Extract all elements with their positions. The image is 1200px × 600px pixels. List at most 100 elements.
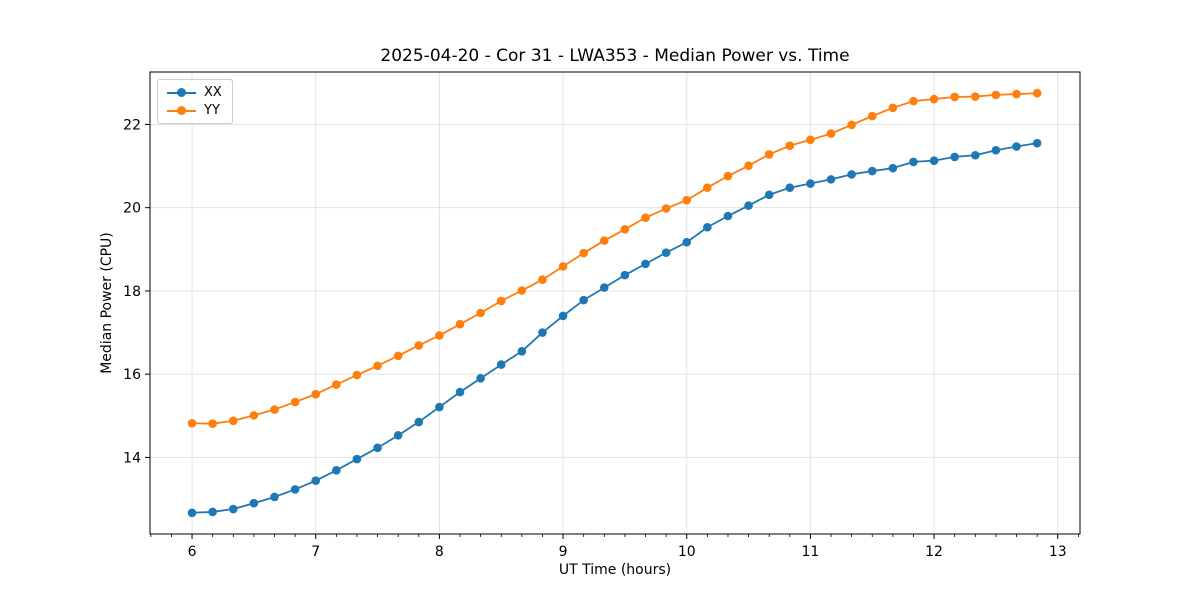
data-point: [579, 248, 588, 258]
data-point: [517, 286, 527, 295]
x-tick-label: 12: [925, 544, 943, 560]
data-point: [249, 411, 259, 420]
data-point: [187, 418, 197, 428]
gridlines: [150, 72, 1080, 534]
y-tick-label: 18: [123, 284, 141, 300]
data-point: [909, 157, 918, 167]
data-point: [496, 296, 506, 306]
data-point: [826, 175, 836, 184]
legend-marker-xx-icon: [167, 88, 196, 97]
data-point: [641, 213, 650, 222]
data-point: [393, 351, 403, 361]
data-point: [414, 417, 424, 427]
data-point: [723, 171, 733, 181]
data-point: [888, 163, 898, 173]
data-point: [682, 237, 692, 247]
x-tick-label: 8: [435, 544, 444, 560]
x-tick-label: 10: [678, 544, 696, 560]
legend-entry-xx: XX: [167, 86, 222, 99]
data-point: [867, 111, 877, 121]
x-axis-label: UT Time (hours): [558, 562, 672, 578]
x-tick-label: 11: [801, 544, 819, 560]
y-tick-label: 16: [123, 367, 141, 383]
y-tick-label: 22: [123, 117, 141, 133]
data-point: [950, 152, 959, 162]
data-point: [208, 507, 217, 517]
data-point: [867, 166, 877, 176]
data-point: [393, 431, 403, 440]
data-point: [744, 161, 753, 170]
data-point: [950, 92, 959, 102]
data-point: [228, 416, 238, 426]
data-point: [785, 141, 795, 150]
data-point: [435, 402, 444, 412]
y-tick-label: 14: [123, 450, 141, 466]
data-point: [703, 222, 712, 232]
data-point: [373, 361, 382, 371]
data-point: [455, 387, 465, 397]
data-point: [620, 270, 630, 280]
data-point: [517, 346, 527, 356]
data-point: [455, 319, 465, 329]
data-point: [290, 397, 300, 407]
data-point: [249, 498, 259, 508]
x-tick-label: 7: [311, 544, 320, 560]
x-tick-label: 13: [1049, 544, 1067, 560]
data-point: [703, 183, 712, 193]
data-point: [764, 150, 774, 159]
data-point: [270, 492, 279, 502]
legend-marker-yy-icon: [167, 106, 196, 115]
data-point: [435, 331, 444, 340]
data-point: [970, 92, 980, 101]
data-point: [311, 476, 321, 486]
data-point: [826, 129, 836, 138]
data-point: [558, 311, 568, 321]
data-point: [744, 201, 753, 210]
data-point: [599, 283, 609, 292]
data-point: [764, 190, 774, 200]
data-point: [929, 156, 939, 165]
data-point: [620, 225, 630, 234]
data-point: [661, 204, 671, 213]
data-point: [373, 443, 382, 453]
x-tick-label: 9: [559, 544, 568, 560]
data-point: [538, 275, 547, 284]
data-point: [1012, 89, 1021, 99]
legend-label-yy: YY: [204, 103, 220, 118]
data-point: [352, 370, 362, 380]
data-point: [187, 508, 197, 518]
data-point: [352, 454, 362, 464]
data-point: [558, 262, 568, 271]
data-point: [847, 120, 856, 130]
data-point: [661, 248, 671, 257]
data-point: [909, 96, 918, 106]
data-point: [1032, 138, 1042, 148]
data-point: [414, 341, 424, 350]
legend-entry-yy: YY: [167, 104, 222, 117]
data-point: [476, 374, 485, 383]
legend-label-xx: XX: [204, 85, 222, 100]
data-point: [496, 360, 506, 369]
data-point: [228, 504, 238, 514]
data-point: [311, 389, 321, 399]
y-axis-label: Median Power (CPU): [99, 232, 115, 374]
data-point: [723, 211, 733, 221]
data-point: [806, 179, 815, 188]
data-point: [208, 419, 217, 429]
data-point: [599, 236, 609, 245]
data-point: [888, 103, 898, 113]
data-point: [1012, 142, 1021, 151]
data-point: [332, 380, 341, 389]
x-tick-label: 6: [188, 544, 197, 560]
y-tick-label: 20: [123, 201, 141, 217]
data-point: [332, 466, 341, 475]
data-point: [270, 405, 279, 414]
data-point: [929, 94, 939, 104]
chart-title: 2025-04-20 - Cor 31 - LWA353 - Median Po…: [380, 46, 850, 66]
data-point: [806, 135, 815, 145]
legend: XX YY: [157, 79, 233, 124]
data-point: [682, 195, 692, 205]
data-point: [847, 170, 856, 179]
